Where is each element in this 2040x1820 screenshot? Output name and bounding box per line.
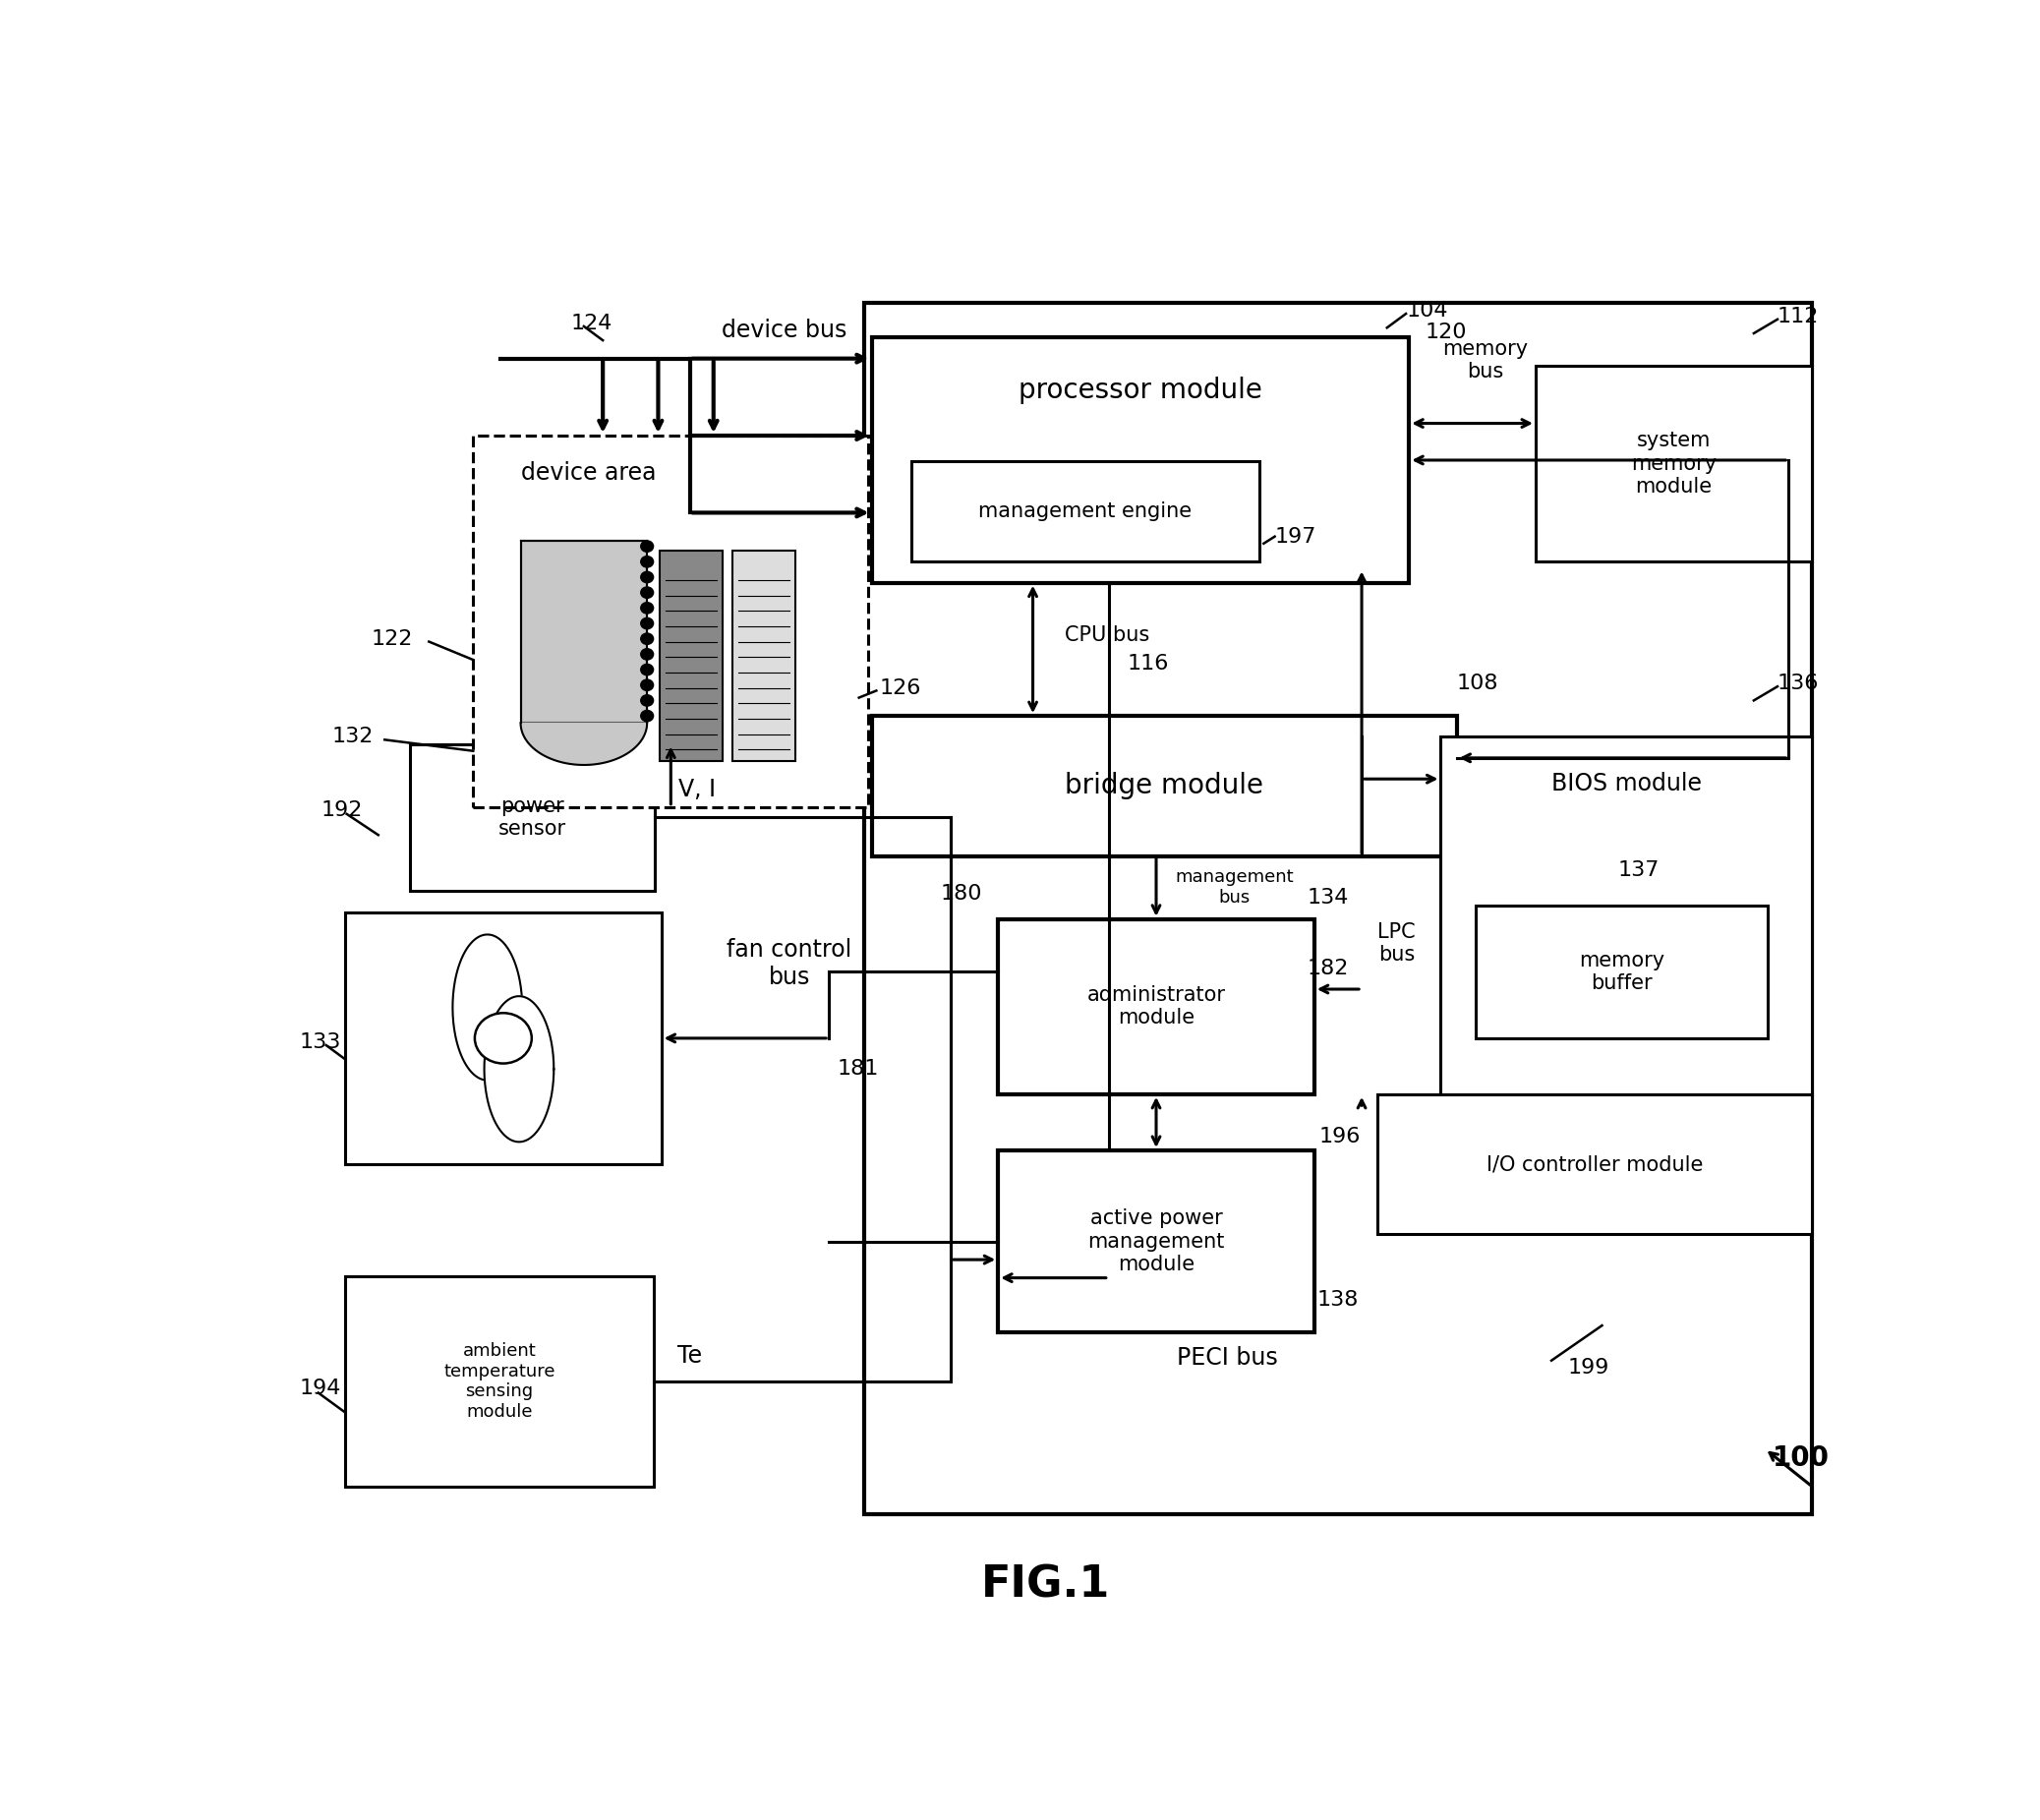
FancyBboxPatch shape	[1440, 737, 1812, 1108]
Text: 196: 196	[1320, 1127, 1361, 1147]
FancyBboxPatch shape	[1377, 1094, 1812, 1234]
Text: 120: 120	[1424, 322, 1467, 342]
Circle shape	[641, 602, 653, 613]
FancyBboxPatch shape	[998, 919, 1314, 1094]
Text: 134: 134	[1308, 888, 1348, 908]
Text: 197: 197	[1275, 526, 1316, 546]
Text: V, I: V, I	[679, 777, 716, 801]
Text: active power
management
module: active power management module	[1087, 1208, 1224, 1274]
FancyBboxPatch shape	[473, 435, 869, 806]
Circle shape	[641, 710, 653, 721]
FancyBboxPatch shape	[659, 550, 722, 761]
Polygon shape	[483, 996, 553, 1141]
Text: PECI bus: PECI bus	[1177, 1347, 1277, 1369]
Text: 137: 137	[1618, 861, 1659, 879]
Text: FIG.1: FIG.1	[981, 1563, 1110, 1605]
Text: management engine: management engine	[979, 502, 1191, 521]
Text: Te: Te	[677, 1345, 702, 1369]
Circle shape	[641, 557, 653, 568]
FancyBboxPatch shape	[732, 550, 796, 761]
Text: 194: 194	[300, 1380, 341, 1398]
FancyBboxPatch shape	[871, 337, 1410, 582]
Text: fan control
bus: fan control bus	[726, 939, 853, 990]
Text: processor module: processor module	[1018, 377, 1263, 404]
Text: memory
buffer: memory buffer	[1579, 950, 1665, 994]
Text: 181: 181	[836, 1059, 879, 1079]
Text: device area: device area	[520, 460, 655, 484]
FancyBboxPatch shape	[998, 1150, 1314, 1332]
Circle shape	[641, 541, 653, 551]
FancyBboxPatch shape	[520, 541, 647, 723]
Circle shape	[475, 1014, 532, 1063]
Text: 108: 108	[1457, 673, 1497, 693]
FancyBboxPatch shape	[912, 460, 1259, 562]
Text: management
bus: management bus	[1175, 868, 1293, 906]
Text: 182: 182	[1308, 959, 1348, 977]
Text: device bus: device bus	[722, 318, 847, 342]
Text: BIOS module: BIOS module	[1550, 772, 1701, 795]
FancyBboxPatch shape	[871, 715, 1457, 855]
Circle shape	[641, 679, 653, 690]
Circle shape	[641, 664, 653, 675]
FancyBboxPatch shape	[863, 302, 1812, 1514]
Circle shape	[641, 633, 653, 644]
Text: ambient
temperature
sensing
module: ambient temperature sensing module	[443, 1341, 555, 1421]
Text: 126: 126	[879, 679, 922, 697]
Text: 112: 112	[1777, 306, 1820, 326]
Text: 199: 199	[1567, 1358, 1610, 1378]
Circle shape	[641, 695, 653, 706]
Text: 116: 116	[1128, 653, 1169, 673]
Text: 192: 192	[322, 801, 363, 819]
Text: memory
bus: memory bus	[1442, 339, 1528, 382]
FancyBboxPatch shape	[1475, 905, 1769, 1037]
Text: 104: 104	[1406, 300, 1448, 320]
Text: LPC
bus: LPC bus	[1377, 923, 1416, 965]
FancyBboxPatch shape	[345, 912, 661, 1165]
Text: 136: 136	[1777, 673, 1820, 693]
Circle shape	[641, 588, 653, 599]
Text: CPU bus: CPU bus	[1065, 626, 1149, 644]
Polygon shape	[453, 934, 522, 1081]
Text: administrator
module: administrator module	[1087, 985, 1226, 1028]
FancyBboxPatch shape	[345, 1276, 653, 1487]
Circle shape	[641, 648, 653, 661]
Text: 100: 100	[1773, 1445, 1830, 1472]
Circle shape	[641, 571, 653, 582]
Text: 180: 180	[940, 885, 981, 905]
Text: I/O controller module: I/O controller module	[1487, 1154, 1703, 1174]
Circle shape	[641, 617, 653, 630]
Text: 133: 133	[300, 1032, 341, 1052]
FancyBboxPatch shape	[1536, 366, 1812, 562]
FancyBboxPatch shape	[410, 744, 655, 892]
Text: 132: 132	[333, 726, 373, 746]
Text: power
sensor: power sensor	[498, 797, 567, 839]
Text: 124: 124	[571, 313, 612, 333]
Text: bridge module: bridge module	[1065, 772, 1263, 799]
Text: 122: 122	[371, 630, 412, 648]
Polygon shape	[520, 723, 647, 764]
Text: 138: 138	[1318, 1290, 1359, 1310]
Text: system
memory
module: system memory module	[1632, 431, 1718, 497]
